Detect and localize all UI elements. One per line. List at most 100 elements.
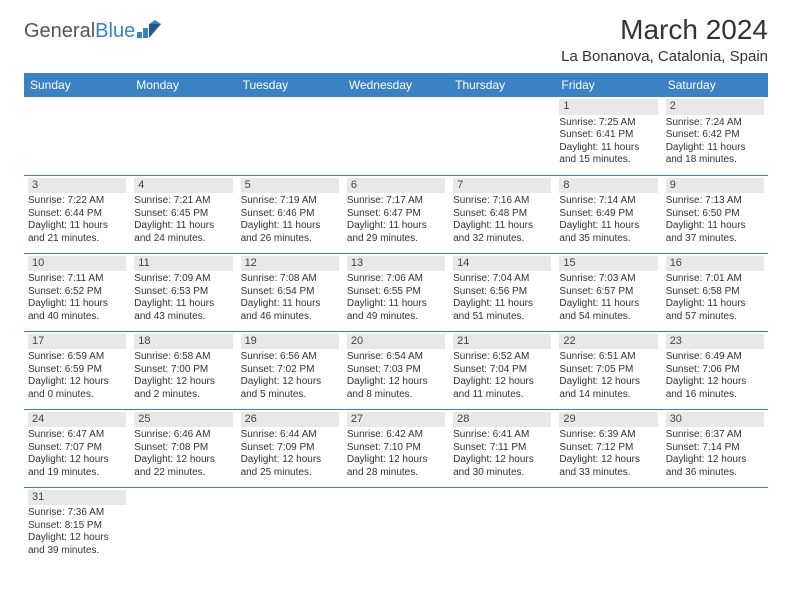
sunset-line: Sunset: 6:44 PM bbox=[28, 208, 126, 221]
day-number: 15 bbox=[559, 256, 657, 272]
daylight-line: Daylight: 11 hours and 46 minutes. bbox=[241, 298, 339, 323]
sunset-line: Sunset: 6:48 PM bbox=[453, 208, 551, 221]
calendar-cell: 16Sunrise: 7:01 AMSunset: 6:58 PMDayligh… bbox=[662, 253, 768, 331]
day-number: 13 bbox=[347, 256, 445, 272]
calendar-cell: 30Sunrise: 6:37 AMSunset: 7:14 PMDayligh… bbox=[662, 409, 768, 487]
day-number: 17 bbox=[28, 334, 126, 350]
sunset-line: Sunset: 7:04 PM bbox=[453, 364, 551, 377]
sunrise-line: Sunrise: 6:49 AM bbox=[666, 351, 764, 364]
weekday-header: Tuesday bbox=[237, 73, 343, 97]
daylight-line: Daylight: 11 hours and 29 minutes. bbox=[347, 220, 445, 245]
calendar-cell: 23Sunrise: 6:49 AMSunset: 7:06 PMDayligh… bbox=[662, 331, 768, 409]
calendar-cell: 19Sunrise: 6:56 AMSunset: 7:02 PMDayligh… bbox=[237, 331, 343, 409]
calendar-cell: 8Sunrise: 7:14 AMSunset: 6:49 PMDaylight… bbox=[555, 175, 661, 253]
title-block: March 2024 La Bonanova, Catalonia, Spain bbox=[561, 14, 768, 65]
calendar-cell: 3Sunrise: 7:22 AMSunset: 6:44 PMDaylight… bbox=[24, 175, 130, 253]
calendar-cell bbox=[343, 97, 449, 175]
calendar-body: 1Sunrise: 7:25 AMSunset: 6:41 PMDaylight… bbox=[24, 97, 768, 565]
daylight-line: Daylight: 11 hours and 18 minutes. bbox=[666, 142, 764, 167]
sunset-line: Sunset: 6:49 PM bbox=[559, 208, 657, 221]
sunset-line: Sunset: 6:52 PM bbox=[28, 286, 126, 299]
sunrise-line: Sunrise: 7:11 AM bbox=[28, 273, 126, 286]
calendar-cell: 14Sunrise: 7:04 AMSunset: 6:56 PMDayligh… bbox=[449, 253, 555, 331]
daylight-line: Daylight: 12 hours and 14 minutes. bbox=[559, 376, 657, 401]
daylight-line: Daylight: 11 hours and 32 minutes. bbox=[453, 220, 551, 245]
day-number: 27 bbox=[347, 412, 445, 428]
calendar-cell: 20Sunrise: 6:54 AMSunset: 7:03 PMDayligh… bbox=[343, 331, 449, 409]
calendar-row: 1Sunrise: 7:25 AMSunset: 6:41 PMDaylight… bbox=[24, 97, 768, 175]
daylight-line: Daylight: 12 hours and 2 minutes. bbox=[134, 376, 232, 401]
daylight-line: Daylight: 11 hours and 57 minutes. bbox=[666, 298, 764, 323]
calendar-cell: 12Sunrise: 7:08 AMSunset: 6:54 PMDayligh… bbox=[237, 253, 343, 331]
calendar-cell bbox=[237, 487, 343, 565]
sunrise-line: Sunrise: 7:36 AM bbox=[28, 507, 126, 520]
sunrise-line: Sunrise: 6:52 AM bbox=[453, 351, 551, 364]
sunset-line: Sunset: 7:05 PM bbox=[559, 364, 657, 377]
calendar-row: 31Sunrise: 7:36 AMSunset: 8:15 PMDayligh… bbox=[24, 487, 768, 565]
weekday-header: Monday bbox=[130, 73, 236, 97]
sunset-line: Sunset: 6:58 PM bbox=[666, 286, 764, 299]
day-number: 25 bbox=[134, 412, 232, 428]
calendar-cell: 6Sunrise: 7:17 AMSunset: 6:47 PMDaylight… bbox=[343, 175, 449, 253]
sunset-line: Sunset: 6:46 PM bbox=[241, 208, 339, 221]
day-number: 2 bbox=[666, 99, 764, 115]
sunset-line: Sunset: 7:11 PM bbox=[453, 442, 551, 455]
daylight-line: Daylight: 12 hours and 39 minutes. bbox=[28, 532, 126, 557]
sunset-line: Sunset: 6:57 PM bbox=[559, 286, 657, 299]
daylight-line: Daylight: 11 hours and 21 minutes. bbox=[28, 220, 126, 245]
sunset-line: Sunset: 6:55 PM bbox=[347, 286, 445, 299]
day-number: 20 bbox=[347, 334, 445, 350]
sunrise-line: Sunrise: 6:54 AM bbox=[347, 351, 445, 364]
sunrise-line: Sunrise: 7:22 AM bbox=[28, 195, 126, 208]
calendar-cell: 1Sunrise: 7:25 AMSunset: 6:41 PMDaylight… bbox=[555, 97, 661, 175]
calendar-cell: 7Sunrise: 7:16 AMSunset: 6:48 PMDaylight… bbox=[449, 175, 555, 253]
calendar-cell: 31Sunrise: 7:36 AMSunset: 8:15 PMDayligh… bbox=[24, 487, 130, 565]
sunset-line: Sunset: 6:45 PM bbox=[134, 208, 232, 221]
calendar-cell: 2Sunrise: 7:24 AMSunset: 6:42 PMDaylight… bbox=[662, 97, 768, 175]
daylight-line: Daylight: 11 hours and 51 minutes. bbox=[453, 298, 551, 323]
sunrise-line: Sunrise: 7:17 AM bbox=[347, 195, 445, 208]
calendar-table: SundayMondayTuesdayWednesdayThursdayFrid… bbox=[24, 73, 768, 565]
sunrise-line: Sunrise: 7:01 AM bbox=[666, 273, 764, 286]
sunrise-line: Sunrise: 7:08 AM bbox=[241, 273, 339, 286]
daylight-line: Daylight: 11 hours and 54 minutes. bbox=[559, 298, 657, 323]
day-number: 9 bbox=[666, 178, 764, 194]
sunrise-line: Sunrise: 6:39 AM bbox=[559, 429, 657, 442]
day-number: 6 bbox=[347, 178, 445, 194]
calendar-cell: 28Sunrise: 6:41 AMSunset: 7:11 PMDayligh… bbox=[449, 409, 555, 487]
sunset-line: Sunset: 6:50 PM bbox=[666, 208, 764, 221]
calendar-cell: 18Sunrise: 6:58 AMSunset: 7:00 PMDayligh… bbox=[130, 331, 236, 409]
sunrise-line: Sunrise: 6:41 AM bbox=[453, 429, 551, 442]
calendar-cell bbox=[130, 487, 236, 565]
daylight-line: Daylight: 12 hours and 22 minutes. bbox=[134, 454, 232, 479]
sunset-line: Sunset: 7:12 PM bbox=[559, 442, 657, 455]
day-number: 12 bbox=[241, 256, 339, 272]
header: GeneralBlue March 2024 La Bonanova, Cata… bbox=[24, 14, 768, 65]
weekday-header: Wednesday bbox=[343, 73, 449, 97]
sunset-line: Sunset: 7:10 PM bbox=[347, 442, 445, 455]
daylight-line: Daylight: 12 hours and 0 minutes. bbox=[28, 376, 126, 401]
sunrise-line: Sunrise: 6:51 AM bbox=[559, 351, 657, 364]
sunset-line: Sunset: 6:59 PM bbox=[28, 364, 126, 377]
calendar-cell: 15Sunrise: 7:03 AMSunset: 6:57 PMDayligh… bbox=[555, 253, 661, 331]
sunrise-line: Sunrise: 6:37 AM bbox=[666, 429, 764, 442]
sunset-line: Sunset: 7:02 PM bbox=[241, 364, 339, 377]
calendar-cell: 27Sunrise: 6:42 AMSunset: 7:10 PMDayligh… bbox=[343, 409, 449, 487]
sunrise-line: Sunrise: 7:24 AM bbox=[666, 117, 764, 130]
sunrise-line: Sunrise: 7:14 AM bbox=[559, 195, 657, 208]
day-number: 11 bbox=[134, 256, 232, 272]
calendar-cell: 9Sunrise: 7:13 AMSunset: 6:50 PMDaylight… bbox=[662, 175, 768, 253]
calendar-row: 3Sunrise: 7:22 AMSunset: 6:44 PMDaylight… bbox=[24, 175, 768, 253]
sunrise-line: Sunrise: 6:58 AM bbox=[134, 351, 232, 364]
calendar-cell bbox=[555, 487, 661, 565]
logo-text-2: Blue bbox=[95, 20, 135, 42]
daylight-line: Daylight: 12 hours and 5 minutes. bbox=[241, 376, 339, 401]
day-number: 29 bbox=[559, 412, 657, 428]
day-number: 21 bbox=[453, 334, 551, 350]
daylight-line: Daylight: 12 hours and 19 minutes. bbox=[28, 454, 126, 479]
sunrise-line: Sunrise: 6:47 AM bbox=[28, 429, 126, 442]
calendar-cell: 21Sunrise: 6:52 AMSunset: 7:04 PMDayligh… bbox=[449, 331, 555, 409]
calendar-cell bbox=[662, 487, 768, 565]
day-number: 28 bbox=[453, 412, 551, 428]
daylight-line: Daylight: 11 hours and 49 minutes. bbox=[347, 298, 445, 323]
